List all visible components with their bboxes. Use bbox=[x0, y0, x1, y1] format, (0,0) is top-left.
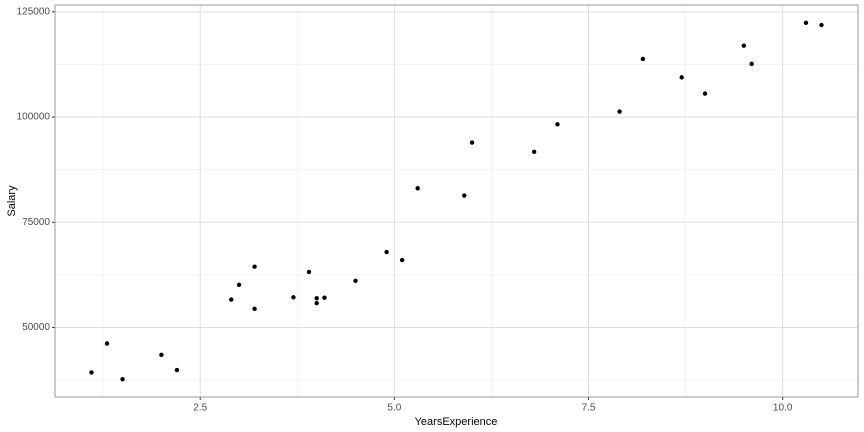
y-tick-label: 75000 bbox=[22, 217, 50, 228]
point bbox=[469, 140, 475, 145]
x-tick-label: 7.5 bbox=[582, 403, 596, 414]
point bbox=[741, 43, 747, 48]
point bbox=[399, 257, 405, 263]
point bbox=[640, 56, 646, 62]
point bbox=[531, 149, 537, 155]
point bbox=[174, 367, 180, 373]
point bbox=[353, 278, 358, 283]
point bbox=[415, 186, 420, 191]
panel-border bbox=[54, 4, 859, 398]
point bbox=[291, 295, 296, 300]
point bbox=[104, 341, 110, 346]
point bbox=[462, 193, 467, 198]
point bbox=[314, 296, 319, 301]
point bbox=[617, 109, 622, 114]
y-axis-title: Salary bbox=[6, 185, 18, 217]
y-tick-label: 50000 bbox=[22, 322, 50, 333]
y-tick-label: 100000 bbox=[17, 112, 51, 123]
point bbox=[306, 269, 312, 275]
point bbox=[322, 295, 327, 300]
point bbox=[120, 376, 125, 382]
point bbox=[236, 282, 242, 288]
point bbox=[555, 122, 560, 127]
point bbox=[803, 20, 809, 26]
point bbox=[89, 370, 94, 375]
x-tick-label: 5.0 bbox=[387, 403, 401, 414]
point bbox=[252, 306, 257, 312]
point bbox=[229, 297, 234, 302]
point bbox=[819, 22, 824, 28]
x-tick-label: 10.0 bbox=[773, 403, 793, 414]
point bbox=[749, 61, 754, 67]
point bbox=[159, 352, 164, 357]
point bbox=[252, 264, 257, 269]
point bbox=[679, 75, 684, 80]
point bbox=[702, 91, 708, 96]
point bbox=[314, 300, 319, 306]
point bbox=[384, 249, 389, 255]
x-axis-title: YearsExperience bbox=[415, 416, 498, 428]
y-tick-label: 125000 bbox=[17, 6, 51, 17]
x-tick-label: 2.5 bbox=[193, 403, 207, 414]
